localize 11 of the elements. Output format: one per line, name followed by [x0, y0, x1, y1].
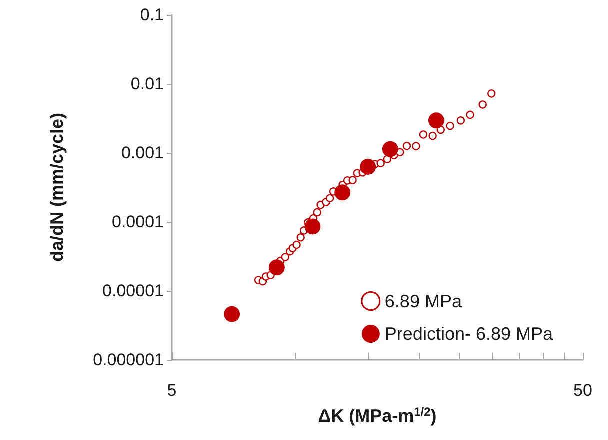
- x-tick-label: 50: [574, 381, 592, 400]
- y-tick-label: 0.0001: [112, 212, 164, 232]
- y-tick-label: 0.01: [130, 74, 164, 94]
- y-tick-label: 0.1: [140, 6, 164, 24]
- x-tick-label: 5: [167, 381, 177, 400]
- y-tick-label: 0.001: [121, 144, 164, 162]
- y-axis-title: da/dN (mm/cycle): [47, 112, 67, 262]
- legend-label: 6.89 MPa: [384, 291, 463, 312]
- legend-label: Prediction- 6.89 MPa: [384, 324, 554, 344]
- y-tick-label: 0.00001: [102, 282, 164, 300]
- y-tick-label: 0.000001: [93, 350, 164, 370]
